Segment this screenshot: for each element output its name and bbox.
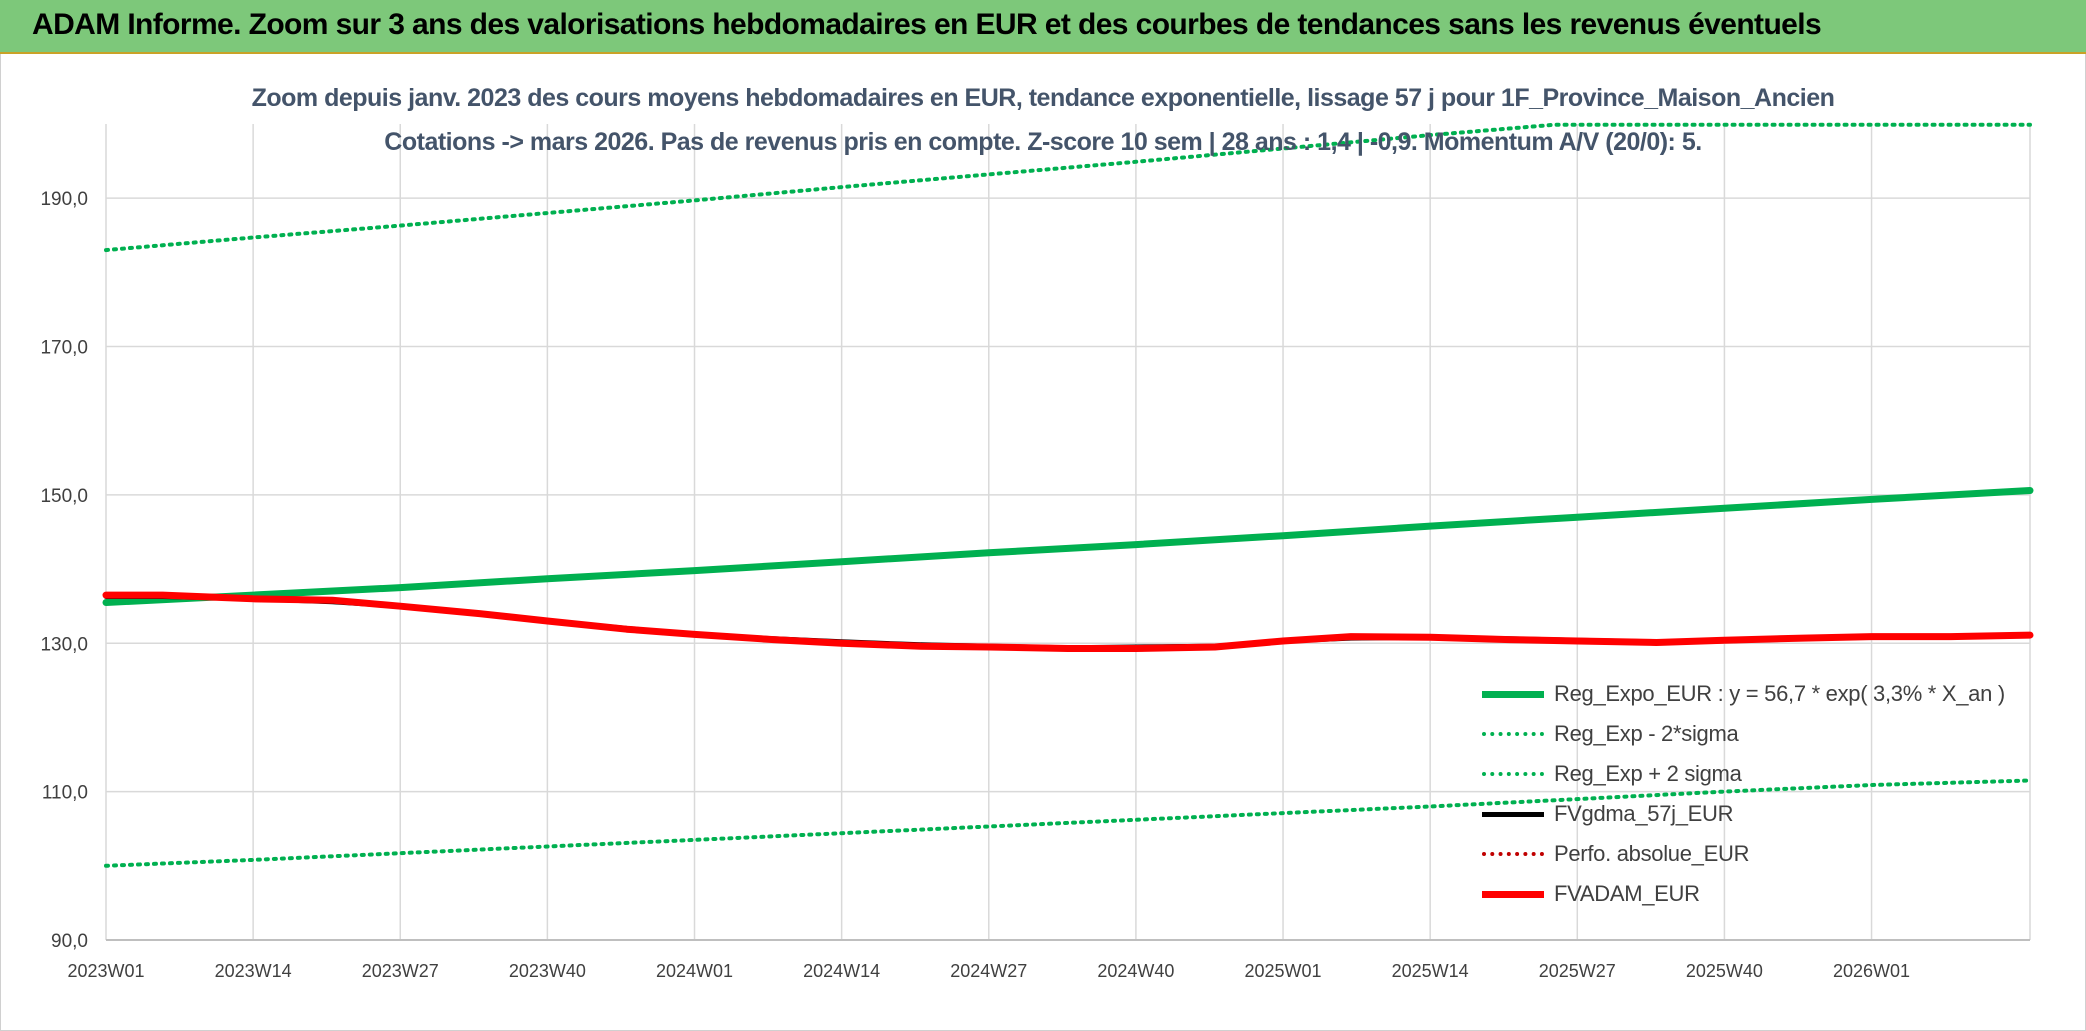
y-tick-label: 110,0 [42,783,88,804]
series-line-5 [102,591,2034,652]
legend-label: FVgdma_57j_EUR [1554,801,1734,826]
x-tick-label: 2024W14 [803,961,880,981]
x-tick-label: 2026W01 [1833,961,1910,981]
legend-label: Reg_Exp + 2 sigma [1554,761,1742,786]
report-title: ADAM Informe. Zoom sur 3 ans des valoris… [32,8,1822,41]
legend-swatch [1482,690,1544,698]
legend-swatch [1482,732,1544,736]
legend-label: FVADAM_EUR [1554,881,1700,906]
legend-item: Perfo. absolue_EUR [1482,834,2042,874]
report-banner: ADAM Informe. Zoom sur 3 ans des valoris… [0,0,2086,54]
x-tick-label: 2023W14 [215,961,292,981]
legend-item: FVADAM_EUR [1482,874,2042,914]
legend-label: Reg_Exp - 2*sigma [1554,721,1739,746]
legend-swatch [1482,852,1544,856]
legend-item: Reg_Exp - 2*sigma [1482,714,2042,754]
legend-label: Perfo. absolue_EUR [1554,841,1750,866]
legend-swatch [1482,772,1544,776]
y-tick-label: 150,0 [40,486,88,507]
y-tick-label: 170,0 [40,338,88,359]
y-tick-label: 130,0 [40,634,88,655]
legend-item: Reg_Exp + 2 sigma [1482,754,2042,794]
chart-title: Zoom depuis janv. 2023 des cours moyens … [251,84,1835,112]
x-tick-label: 2023W40 [509,961,586,981]
legend-swatch [1482,811,1544,817]
y-tick-label: 90,0 [51,931,88,952]
x-tick-label: 2024W40 [1097,961,1174,981]
y-tick-label: 190,0 [40,189,88,210]
series-line-2 [104,122,2032,253]
legend-item: FVgdma_57j_EUR [1482,794,2042,834]
chart-legend: Reg_Expo_EUR : y = 56,7 * exp( 3,3% * X_… [1482,674,2042,914]
x-tick-label: 2023W27 [362,961,439,981]
chart-subtitle: Cotations -> mars 2026. Pas de revenus p… [384,128,1702,156]
x-tick-label: 2025W01 [1245,961,1322,981]
x-tick-label: 2024W01 [656,961,733,981]
series-lines [102,122,2034,868]
legend-swatch [1482,890,1544,898]
axes: 90,0 110,0 130,0 150,0 170,0 190,0 2023W01 2023… [40,189,2030,981]
x-tick-label: 2025W40 [1686,961,1763,981]
legend-label: Reg_Expo_EUR : y = 56,7 * exp( 3,3% * X_… [1554,681,2005,706]
x-tick-label: 2025W27 [1539,961,1616,981]
x-tick-label: 2023W01 [67,961,144,981]
series-line-0 [102,487,2034,606]
series-line-1 [104,778,2032,868]
legend-item: Reg_Expo_EUR : y = 56,7 * exp( 3,3% * X_… [1482,674,2042,714]
x-tick-label: 2025W14 [1392,961,1469,981]
x-tick-label: 2024W27 [950,961,1027,981]
